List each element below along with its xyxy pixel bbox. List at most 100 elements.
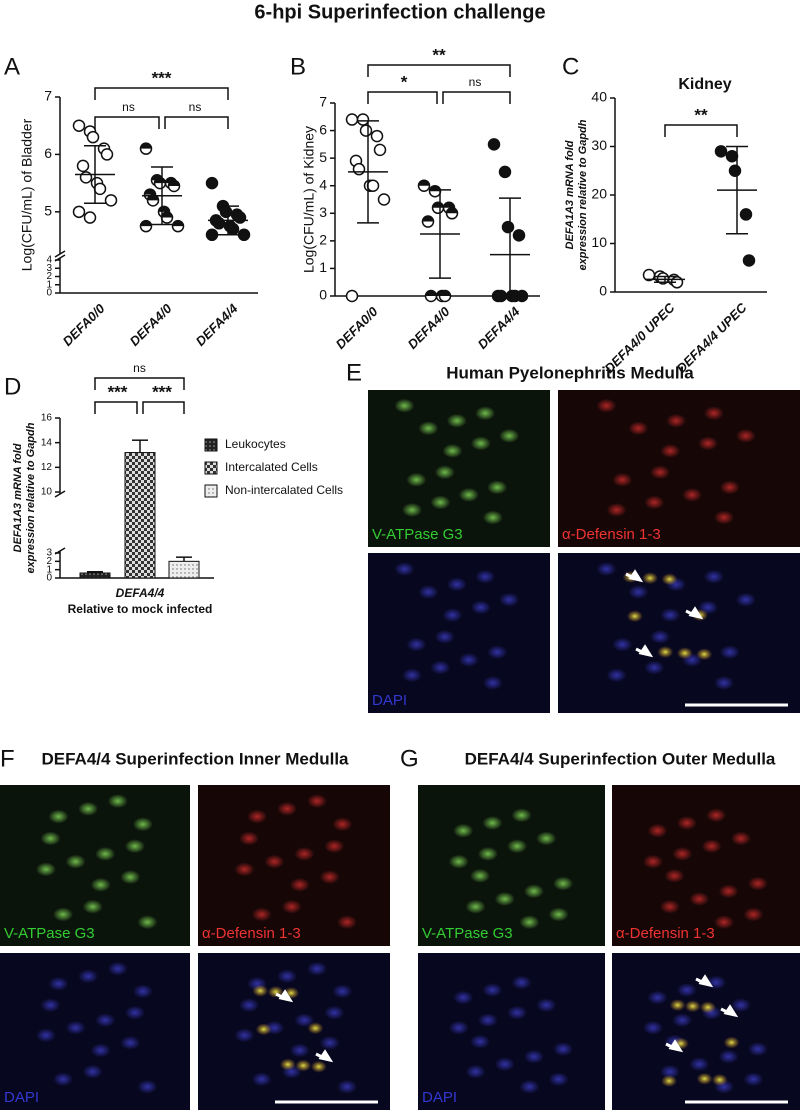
merge-blob: [696, 648, 713, 661]
x-axis-note: Relative to mock infected: [68, 602, 213, 616]
point-circle: [72, 205, 86, 219]
stain-blob: [78, 801, 99, 816]
merge-blob: [669, 999, 686, 1012]
stain-blob: [289, 877, 310, 892]
stain-blob: [511, 808, 532, 823]
micrograph: [558, 390, 800, 547]
stain-blob: [642, 1020, 663, 1035]
legend-swatch: [204, 484, 218, 498]
stain-blob: [324, 1005, 345, 1020]
data-point: [219, 205, 233, 219]
data-point: [93, 182, 107, 196]
arrow: [665, 1039, 684, 1053]
merge-blob: [626, 610, 643, 623]
micrograph: [612, 785, 800, 946]
data-point: [160, 211, 174, 224]
y-tick-label: 2: [319, 232, 327, 248]
stain-blob: [124, 839, 145, 854]
stain-blob: [239, 998, 260, 1013]
y-tick-label: 0: [46, 288, 52, 299]
y-axis-label: DEFA1A3 mRNA fold: [12, 443, 24, 552]
point-circle: [233, 211, 247, 224]
merge-blob: [661, 1074, 678, 1087]
y-tick-label: 5: [44, 203, 52, 219]
stain-blob: [718, 884, 739, 899]
point-circle: [352, 162, 366, 176]
y-tick-label: 0: [599, 283, 607, 299]
stain-blob: [659, 1064, 680, 1079]
stain-blob: [672, 1013, 693, 1028]
stain-blob: [120, 1035, 141, 1050]
stain-blob: [65, 1020, 86, 1035]
micrograph: [418, 785, 605, 946]
data-point: [72, 205, 86, 219]
stain-blob: [289, 1043, 310, 1058]
stain-blob: [324, 839, 345, 854]
point-circle: [377, 193, 391, 206]
stain-blob: [132, 984, 153, 999]
significance-label: ***: [108, 382, 128, 401]
channel-label: V-ATPase G3: [422, 925, 513, 942]
stain-blob: [682, 487, 703, 502]
data-point: [373, 143, 387, 157]
stain-blob: [294, 846, 315, 861]
y-tick-label: 12: [41, 462, 53, 473]
stain-blob: [95, 846, 116, 861]
data-point: [512, 229, 526, 242]
arrow: [275, 989, 294, 1003]
data-point: [153, 176, 167, 190]
stain-blob: [548, 1072, 569, 1087]
stain-blob: [430, 660, 451, 675]
stain-blob: [714, 510, 735, 525]
y-tick-label: 3: [46, 263, 52, 274]
data-point: [377, 193, 391, 206]
point-circle: [373, 143, 387, 157]
stain-blob: [65, 854, 86, 869]
point-circle: [205, 228, 219, 242]
data-point: [345, 289, 359, 303]
data-point: [212, 217, 226, 230]
bar: [79, 572, 111, 579]
stain-blob: [644, 495, 665, 510]
data-point: [728, 164, 742, 177]
point-circle: [205, 176, 219, 190]
data-point: [366, 179, 380, 192]
stain-blob: [596, 398, 617, 413]
stain-blob: [714, 675, 735, 690]
data-point: [139, 219, 153, 233]
stain-blob: [482, 675, 503, 690]
x-tick-label: DEFA4/4: [193, 300, 241, 348]
point-circle: [501, 220, 515, 234]
stain-blob: [446, 577, 467, 592]
point-circle: [728, 164, 742, 177]
stain-blob: [475, 569, 496, 584]
point-circle: [345, 289, 359, 303]
stain-blob: [482, 983, 503, 998]
data-point: [83, 211, 97, 224]
stain-blob: [406, 472, 427, 487]
point-half: [172, 220, 184, 227]
stain-blob: [82, 1064, 103, 1079]
stain-blob: [628, 585, 649, 600]
data-point: [205, 176, 219, 190]
y-tick-label: 10: [591, 234, 607, 250]
stain-blob: [458, 652, 479, 667]
point-circle: [93, 182, 107, 196]
merge-blob: [676, 647, 693, 660]
panel-letter: D: [4, 373, 21, 400]
panel-letter: A: [4, 53, 20, 80]
merge-blob: [642, 572, 659, 585]
point-circle: [212, 217, 226, 230]
y-tick-label: 14: [41, 437, 53, 448]
point-half: [168, 180, 180, 186]
data-point: [79, 171, 93, 184]
point-circle: [742, 254, 756, 267]
stain-blob: [277, 801, 298, 816]
stain-blob: [470, 1034, 491, 1049]
data-point: [417, 179, 431, 192]
merge-blob: [307, 1022, 324, 1035]
stain-blob: [307, 794, 328, 809]
y-tick-label: 0: [46, 573, 52, 584]
significance-label: ns: [469, 75, 482, 89]
point-circle: [370, 129, 384, 143]
